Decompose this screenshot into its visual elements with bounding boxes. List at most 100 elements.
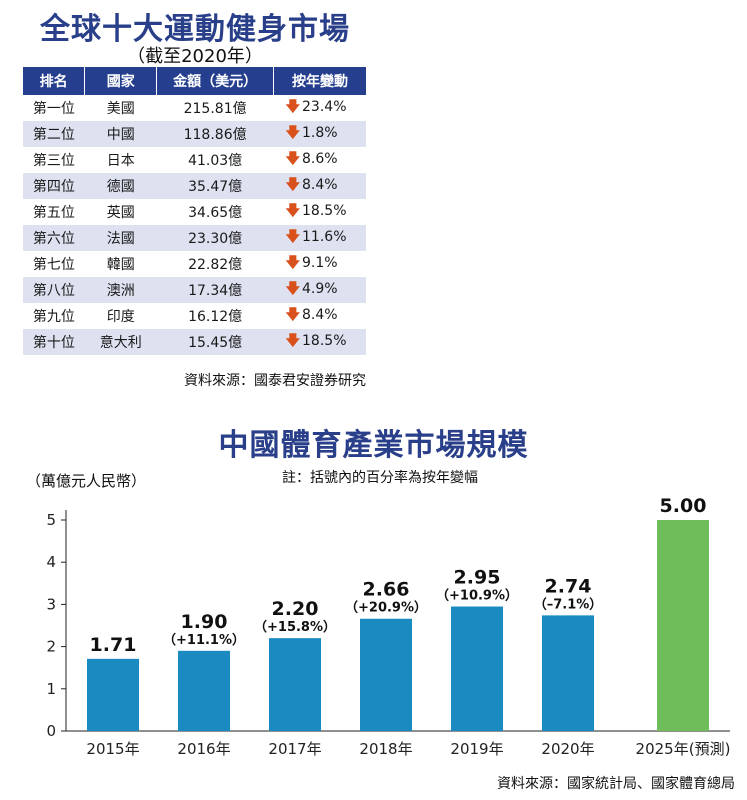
x-tick-label: 2020年 (541, 740, 594, 758)
rank-cell: 第七位 (23, 251, 85, 277)
chart-title: 中國體育產業市場規模 (218, 428, 529, 463)
amount-cell: 15.45億 (156, 329, 274, 355)
bar (542, 615, 594, 731)
bar (451, 606, 503, 731)
change-cell: 🡇 4.9% (273, 277, 366, 303)
table-row: 第十位 意大利 15.45億 🡇 18.5% (23, 329, 366, 355)
table-row: 第九位 印度 16.12億 🡇 8.4% (23, 303, 366, 329)
change-cell: 🡇 23.4% (273, 95, 366, 121)
amount-cell: 215.81億 (156, 95, 274, 121)
table-row: 第七位 韓國 22.82億 🡇 9.1% (23, 251, 366, 277)
bar-value-label: 5.00 (660, 495, 707, 517)
down-arrow-icon: 🡇 (285, 255, 301, 271)
bar-change-label: （+20.9%） (345, 600, 427, 616)
rank-cell: 第一位 (23, 95, 85, 121)
down-arrow-icon: 🡇 (285, 151, 301, 167)
table-row: 第三位 日本 41.03億 🡇 8.6% (23, 147, 366, 173)
amount-cell: 34.65億 (156, 199, 274, 225)
change-value: 1.8% (302, 125, 338, 141)
amount-cell: 41.03億 (156, 147, 274, 173)
country-cell: 韓國 (84, 251, 157, 277)
rank-cell: 第五位 (23, 199, 85, 225)
rank-cell: 第四位 (23, 173, 85, 199)
bar-value-label: 2.20 (272, 598, 319, 620)
header-amount: 金額（美元） (156, 67, 274, 95)
rank-cell: 第三位 (23, 147, 85, 173)
bar-change-label: （+11.1%） (163, 632, 245, 648)
change-cell: 🡇 8.4% (273, 173, 366, 199)
change-value: 18.5% (302, 203, 347, 219)
chart-y-axis-label: （萬億元人民幣） (26, 472, 147, 490)
y-tick-label: 1 (46, 680, 56, 698)
y-tick-label: 0 (46, 722, 56, 740)
down-arrow-icon: 🡇 (285, 125, 301, 141)
country-cell: 中國 (84, 121, 157, 147)
bar-change-label: （+10.9%） (436, 588, 518, 604)
rank-cell: 第十位 (23, 329, 85, 355)
table-row: 第六位 法國 23.30億 🡇 11.6% (23, 225, 366, 251)
down-arrow-icon: 🡇 (285, 203, 301, 219)
bar-change-label: （+15.8%） (254, 619, 336, 635)
change-cell: 🡇 1.8% (273, 121, 366, 147)
change-cell: 🡇 18.5% (273, 329, 366, 355)
bar (87, 658, 139, 731)
change-value: 8.4% (302, 307, 338, 323)
table-row: 第四位 德國 35.47億 🡇 8.4% (23, 173, 366, 199)
down-arrow-icon: 🡇 (285, 99, 301, 115)
country-cell: 澳洲 (84, 277, 157, 303)
down-arrow-icon: 🡇 (285, 229, 301, 245)
amount-cell: 23.30億 (156, 225, 274, 251)
header-change: 按年變動 (273, 67, 366, 95)
chart-note: 註：括號內的百分率為按年變幅 (282, 470, 478, 486)
down-arrow-icon: 🡇 (285, 307, 301, 323)
rank-cell: 第九位 (23, 303, 85, 329)
rank-cell: 第六位 (23, 225, 85, 251)
down-arrow-icon: 🡇 (285, 177, 301, 193)
bar-value-label: 2.66 (363, 579, 410, 601)
table-header-row: 排名 國家 金額（美元） 按年變動 (23, 67, 366, 95)
bar-value-label: 1.90 (181, 611, 228, 633)
rank-cell: 第八位 (23, 277, 85, 303)
country-cell: 英國 (84, 199, 157, 225)
country-cell: 印度 (84, 303, 157, 329)
y-tick-label: 4 (46, 553, 56, 571)
country-cell: 意大利 (84, 329, 157, 355)
country-cell: 德國 (84, 173, 157, 199)
table-row: 第八位 澳洲 17.34億 🡇 4.9% (23, 277, 366, 303)
bar-value-label: 2.95 (454, 567, 501, 589)
country-cell: 美國 (84, 95, 157, 121)
change-cell: 🡇 11.6% (273, 225, 366, 251)
chart-source: 資料來源：國家統計局、國家體育總局 (497, 776, 735, 792)
bar-value-label: 1.71 (90, 634, 137, 656)
change-value: 23.4% (302, 99, 347, 115)
change-value: 9.1% (302, 255, 338, 271)
table-row: 第五位 英國 34.65億 🡇 18.5% (23, 199, 366, 225)
x-tick-label: 2019年 (450, 740, 503, 758)
ranking-table: 排名 國家 金額（美元） 按年變動 第一位 美國 215.81億 🡇 23.4% … (23, 67, 366, 355)
y-tick-label: 3 (46, 595, 56, 613)
amount-cell: 22.82億 (156, 251, 274, 277)
change-value: 4.9% (302, 281, 338, 297)
x-tick-label: 2025年(預測) (636, 740, 731, 758)
x-tick-label: 2017年 (268, 740, 321, 758)
y-tick-label: 5 (46, 511, 56, 529)
amount-cell: 16.12億 (156, 303, 274, 329)
bar-value-label: 2.74 (545, 575, 592, 597)
x-tick-label: 2018年 (359, 740, 412, 758)
bar (360, 618, 412, 731)
country-cell: 日本 (84, 147, 157, 173)
header-rank: 排名 (23, 67, 85, 95)
bar (178, 650, 230, 731)
change-value: 8.4% (302, 177, 338, 193)
table-row: 第一位 美國 215.81億 🡇 23.4% (23, 95, 366, 121)
amount-cell: 17.34億 (156, 277, 274, 303)
change-value: 11.6% (302, 229, 347, 245)
x-tick-label: 2016年 (177, 740, 230, 758)
change-cell: 🡇 9.1% (273, 251, 366, 277)
rank-cell: 第二位 (23, 121, 85, 147)
forecast-bar (657, 520, 709, 731)
ranking-source: 資料來源：國泰君安證券研究 (184, 373, 366, 389)
change-cell: 🡇 8.4% (273, 303, 366, 329)
table-row: 第二位 中國 118.86億 🡇 1.8% (23, 121, 366, 147)
